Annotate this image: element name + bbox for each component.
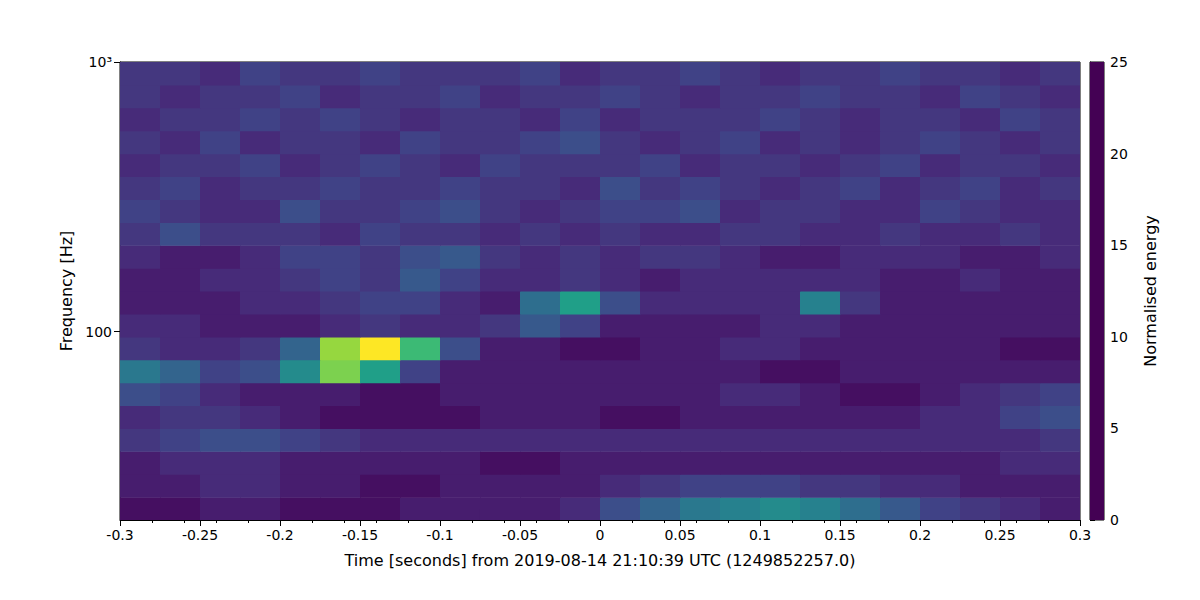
svg-text:20: 20: [1110, 146, 1128, 162]
svg-text:0.1: 0.1: [749, 527, 771, 543]
svg-text:0: 0: [596, 527, 605, 543]
svg-text:0.25: 0.25: [984, 527, 1015, 543]
svg-text:0: 0: [1110, 512, 1119, 528]
svg-text:-0.3: -0.3: [106, 527, 133, 543]
svg-text:10³: 10³: [89, 54, 112, 70]
svg-text:Normalised energy: Normalised energy: [1141, 215, 1160, 367]
svg-text:-0.1: -0.1: [426, 527, 453, 543]
svg-text:-0.2: -0.2: [266, 527, 293, 543]
svg-text:-0.25: -0.25: [182, 527, 218, 543]
svg-text:0.2: 0.2: [909, 527, 931, 543]
svg-text:-0.15: -0.15: [342, 527, 378, 543]
svg-text:25: 25: [1110, 54, 1128, 70]
svg-text:0.15: 0.15: [824, 527, 855, 543]
svg-text:0.05: 0.05: [664, 527, 695, 543]
svg-text:5: 5: [1110, 420, 1119, 436]
svg-text:-0.05: -0.05: [502, 527, 538, 543]
svg-text:0.3: 0.3: [1069, 527, 1091, 543]
svg-text:15: 15: [1110, 237, 1128, 253]
svg-text:Frequency [Hz]: Frequency [Hz]: [57, 231, 76, 352]
svg-text:Time [seconds] from 2019-08-14: Time [seconds] from 2019-08-14 21:10:39 …: [344, 551, 856, 570]
svg-text:100: 100: [85, 324, 112, 340]
svg-text:10: 10: [1110, 329, 1128, 345]
